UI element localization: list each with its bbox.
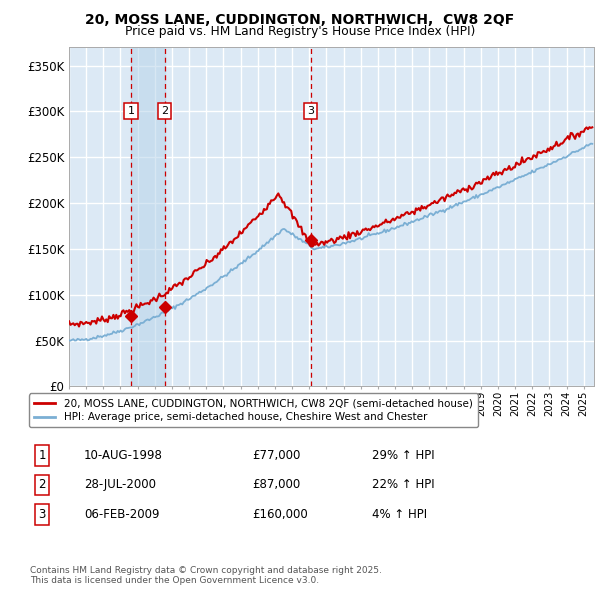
Text: Price paid vs. HM Land Registry's House Price Index (HPI): Price paid vs. HM Land Registry's House …: [125, 25, 475, 38]
Text: 28-JUL-2000: 28-JUL-2000: [84, 478, 156, 491]
Text: 22% ↑ HPI: 22% ↑ HPI: [372, 478, 434, 491]
Text: 1: 1: [127, 106, 134, 116]
Text: 10-AUG-1998: 10-AUG-1998: [84, 449, 163, 462]
Text: 2: 2: [38, 478, 46, 491]
Text: £160,000: £160,000: [252, 508, 308, 521]
Text: £87,000: £87,000: [252, 478, 300, 491]
Text: 20, MOSS LANE, CUDDINGTON, NORTHWICH,  CW8 2QF: 20, MOSS LANE, CUDDINGTON, NORTHWICH, CW…: [85, 13, 515, 27]
Text: Contains HM Land Registry data © Crown copyright and database right 2025.
This d: Contains HM Land Registry data © Crown c…: [30, 566, 382, 585]
Text: £77,000: £77,000: [252, 449, 301, 462]
Text: 4% ↑ HPI: 4% ↑ HPI: [372, 508, 427, 521]
Text: 2: 2: [161, 106, 168, 116]
Text: 1: 1: [38, 449, 46, 462]
Text: 3: 3: [38, 508, 46, 521]
Text: 29% ↑ HPI: 29% ↑ HPI: [372, 449, 434, 462]
Text: 06-FEB-2009: 06-FEB-2009: [84, 508, 160, 521]
Legend: 20, MOSS LANE, CUDDINGTON, NORTHWICH, CW8 2QF (semi-detached house), HPI: Averag: 20, MOSS LANE, CUDDINGTON, NORTHWICH, CW…: [29, 394, 478, 428]
Bar: [131, 47, 164, 386]
Text: 3: 3: [307, 106, 314, 116]
